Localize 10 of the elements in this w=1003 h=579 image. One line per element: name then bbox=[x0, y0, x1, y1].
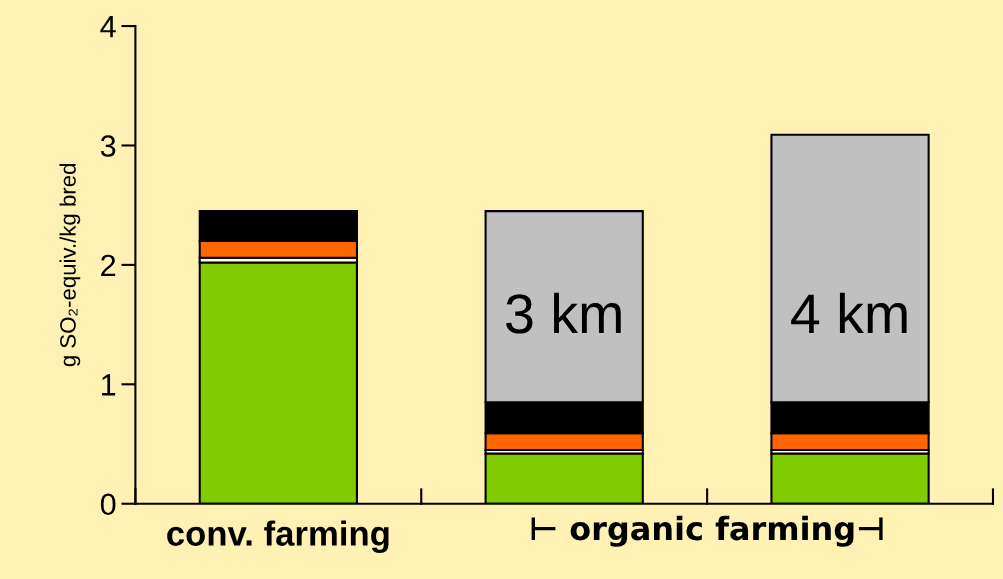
annotation: 3 km bbox=[506, 292, 621, 334]
y-tick-label: 1 bbox=[101, 374, 116, 396]
y-tick-label: 0 bbox=[100, 493, 116, 516]
x-tick-label: conv. farming bbox=[167, 520, 389, 553]
y-tick-label: 2 bbox=[101, 254, 116, 276]
y-tick-label: 4 bbox=[100, 16, 116, 38]
y-tick-label: 3 bbox=[100, 135, 116, 157]
y-axis-title: g SO₂-equiv./kg bred bbox=[59, 164, 81, 367]
text: ⊢ organic farming⊣ bbox=[531, 515, 883, 547]
annotation: 4 km bbox=[791, 292, 907, 333]
